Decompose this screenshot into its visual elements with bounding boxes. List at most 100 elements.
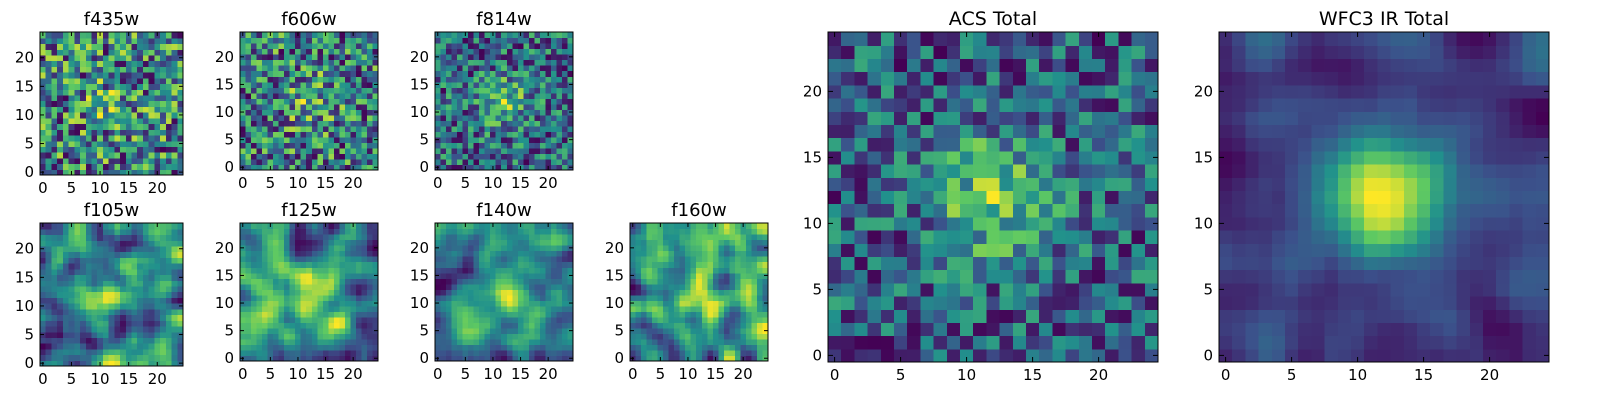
- panel-3-cell: [108, 337, 115, 344]
- panel-5-cell: [473, 344, 480, 351]
- panel-7-cell: [960, 322, 974, 337]
- panel-6-cell: [635, 228, 642, 235]
- panel-4-cell: [306, 355, 313, 362]
- panel-3-cell: [91, 331, 98, 338]
- panel-2-cell: [545, 87, 552, 94]
- panel-5-cell: [435, 294, 442, 301]
- panel-0-cell: [57, 72, 64, 79]
- panel-5-cell: [484, 250, 491, 257]
- panel-0-cells: [40, 32, 184, 176]
- panel-2-cell: [462, 98, 469, 105]
- panel-2-cell: [495, 142, 502, 149]
- panel-3-cell: [97, 228, 104, 236]
- panel-2-cell: [473, 54, 480, 61]
- panel-5-cell: [550, 327, 558, 334]
- panel-3-cell: [45, 251, 53, 258]
- panel-5-cell: [523, 239, 530, 246]
- panel-1-cell: [328, 92, 335, 99]
- panel-1-cell: [317, 103, 324, 110]
- panel-0-cell: [74, 66, 81, 73]
- panel-7-cell: [1092, 243, 1106, 257]
- panel-2-cell: [457, 48, 464, 55]
- panel-5-cell: [523, 272, 530, 279]
- panel-3-ytick-label: 5: [24, 326, 34, 344]
- panel-0-cell: [142, 100, 150, 107]
- panel-7-cell: [880, 309, 895, 323]
- panel-4-cell: [251, 261, 258, 268]
- panel-7-cell: [1105, 256, 1119, 271]
- panel-4-cell: [278, 223, 285, 230]
- panel-7-cell: [828, 190, 842, 205]
- panel-5-cell: [567, 223, 574, 230]
- panel-2-cell: [528, 37, 535, 44]
- panel-5-cell: [479, 344, 486, 351]
- panel-6-cell: [696, 338, 703, 346]
- panel-6-cell: [745, 349, 753, 357]
- panel-1-cell: [361, 43, 368, 50]
- panel-1-cell: [350, 125, 357, 132]
- panel-3-cell: [165, 263, 173, 270]
- panel-4-cell: [355, 228, 363, 235]
- panel-6-cell: [635, 250, 642, 257]
- panel-0-cell: [177, 49, 184, 56]
- panel-0-cell: [45, 37, 53, 45]
- panel-3-cell: [108, 223, 115, 230]
- panel-4-cell: [361, 338, 368, 346]
- panel-6-cell: [663, 245, 670, 252]
- panel-3-cell: [120, 268, 127, 276]
- panel-3-cell: [154, 263, 161, 270]
- panel-2-cell: [490, 87, 497, 94]
- panel-3-cell: [62, 228, 70, 236]
- panel-1-cell: [306, 48, 313, 55]
- panel-3-cell: [131, 245, 138, 253]
- panel-3-cell: [68, 285, 75, 293]
- panel-1-cell: [366, 59, 374, 66]
- panel-2-cell: [479, 76, 486, 83]
- panel-1-cell: [328, 153, 335, 160]
- panel-6-cell: [685, 294, 692, 301]
- panel-2-cell: [468, 125, 475, 132]
- panel-4-cell: [333, 333, 340, 340]
- panel-4-cell: [311, 300, 318, 307]
- panel-5-cell: [523, 267, 530, 274]
- panel-7-cell: [880, 269, 895, 284]
- panel-5-cell: [495, 305, 502, 312]
- panel-3-cell: [131, 285, 138, 293]
- panel-6-cell: [679, 327, 686, 334]
- panel-7-cell: [854, 282, 869, 297]
- panel-1-cell: [311, 54, 318, 61]
- panel-1-cell: [322, 142, 329, 149]
- panel-1-cell: [317, 59, 324, 66]
- panel-5-cell: [539, 327, 546, 334]
- panel-5-cell: [484, 261, 491, 268]
- panel-5-cell: [528, 300, 535, 307]
- panel-4-cell: [245, 338, 252, 346]
- panel-0-cell: [74, 100, 81, 107]
- panel-1-cells: [240, 32, 379, 171]
- panel-1-cell: [267, 48, 274, 55]
- panel-0-cell: [97, 129, 104, 136]
- panel-1-cell: [295, 76, 302, 83]
- panel-2-cell: [517, 136, 524, 143]
- panel-5-cell: [506, 311, 513, 318]
- panel-2-cell: [479, 48, 486, 55]
- panel-5-cell: [479, 256, 486, 263]
- panel-1-cell: [284, 59, 291, 66]
- panel-6-cell: [751, 245, 758, 252]
- panel-7-cell: [1052, 296, 1067, 310]
- panel-6-cell: [663, 239, 670, 246]
- panel-4-cell: [284, 316, 291, 323]
- panel-4-cell: [245, 305, 252, 312]
- panel-2-cell: [556, 32, 563, 39]
- panel-7-cell: [867, 190, 882, 205]
- panel-6-cell: [751, 349, 758, 357]
- panel-0-cell: [40, 134, 47, 142]
- panel-6-cell: [630, 349, 637, 357]
- panel-7-cell: [986, 348, 1001, 363]
- panel-5-cell: [534, 300, 541, 307]
- panel-0-cell: [120, 94, 127, 102]
- panel-1-cell: [339, 147, 346, 155]
- panel-1-cell: [245, 48, 252, 55]
- panel-2-cell: [490, 76, 497, 83]
- panel-5-cell: [440, 294, 447, 301]
